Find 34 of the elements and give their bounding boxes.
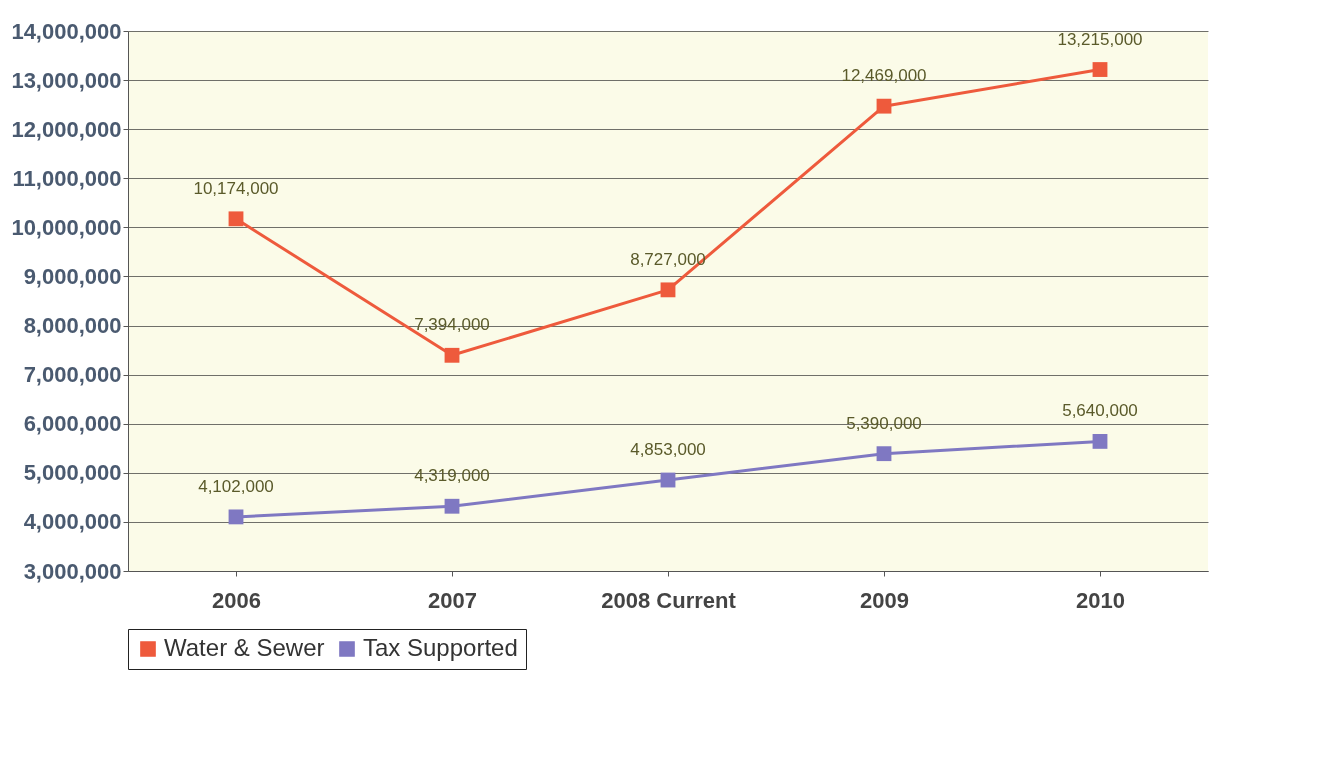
data-label: 13,215,000 [1057,29,1143,49]
point [228,211,244,227]
data-label: 4,102,000 [198,476,274,496]
legend-label: Water & Sewer [164,634,325,661]
x-tick-label: 2008 Current [601,587,737,613]
point [228,509,244,525]
data-label: 4,853,000 [630,440,706,460]
data-label: 5,640,000 [1062,401,1138,421]
legend-label: Tax Supported [363,634,518,661]
x-tick-label: 2010 [1076,587,1125,613]
y-tick-label: 4,000,000 [23,509,122,535]
y-tick-label: 11,000,000 [12,165,122,191]
data-label: 10,174,000 [193,178,279,198]
point [876,98,892,114]
point [876,446,892,462]
y-tick-label: 5,000,000 [23,460,122,486]
point [444,347,460,363]
y-tick-label: 13,000,000 [11,67,122,93]
y-tick-label: 8,000,000 [23,313,122,339]
point [660,282,676,298]
y-tick-label: 7,000,000 [23,362,122,388]
y-tick-label: 14,000,000 [11,18,122,44]
point [444,498,460,514]
y-tick-label: 6,000,000 [23,411,122,437]
y-tick-label: 10,000,000 [11,214,122,240]
y-tick-label: 12,000,000 [11,116,122,142]
point [1092,62,1108,77]
y-tick-label: 9,000,000 [23,263,122,289]
point [1092,433,1108,449]
x-tick-label: 2009 [860,587,909,613]
x-tick-label: 2006 [212,587,261,613]
y-tick-label: 3,000,000 [23,558,122,584]
data-label: 8,727,000 [630,249,706,269]
x-tick-label: 2007 [428,587,477,613]
